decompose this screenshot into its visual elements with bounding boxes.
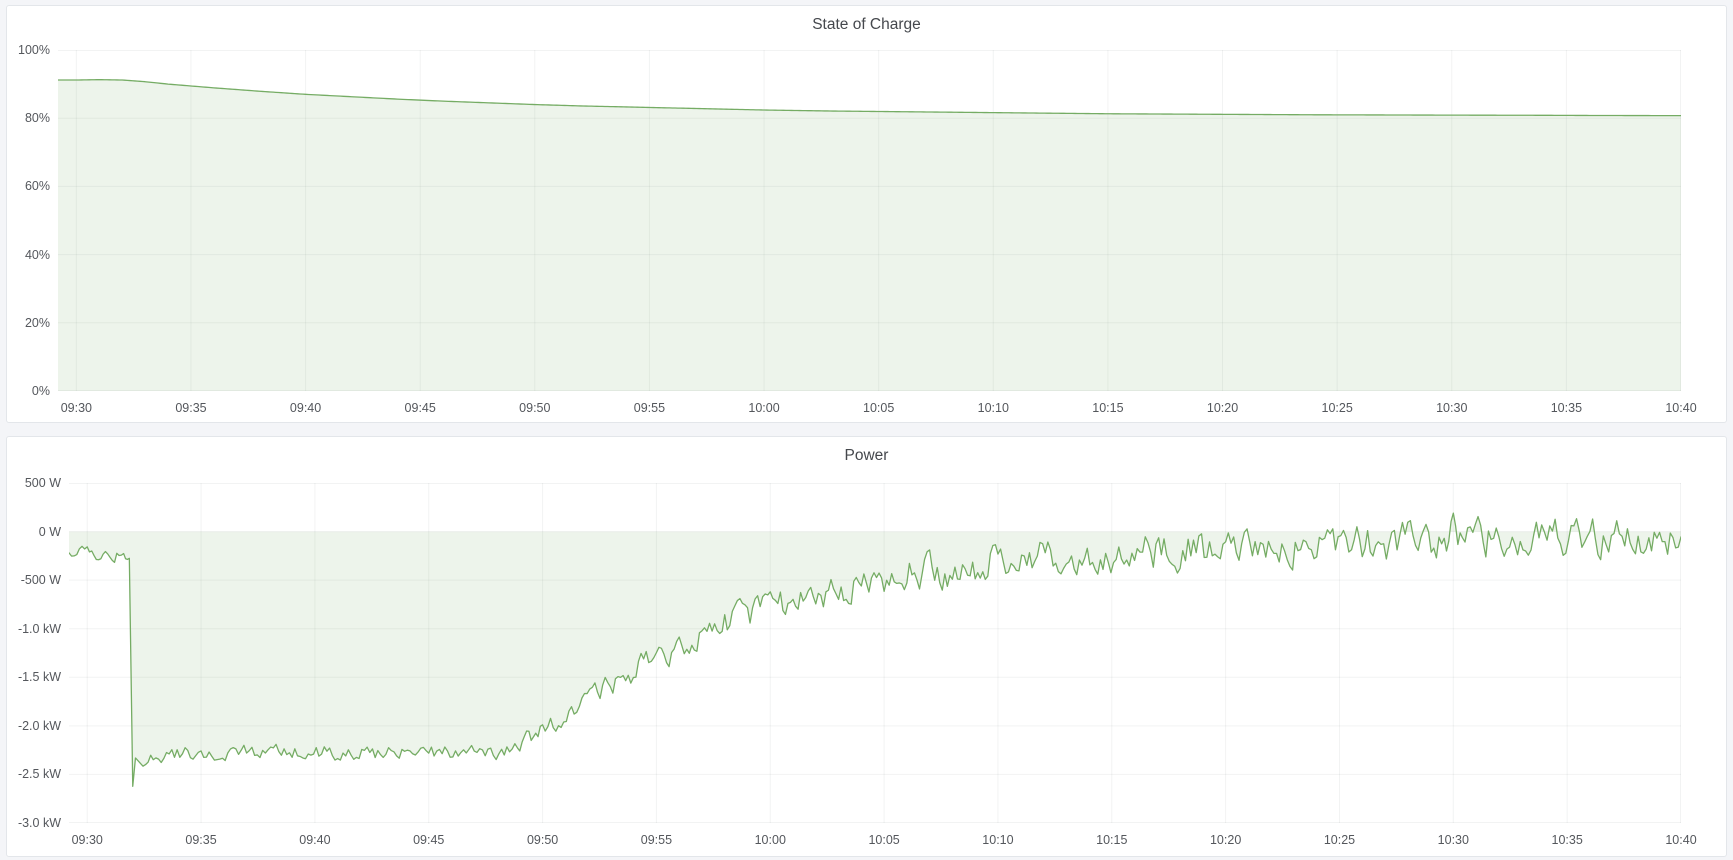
y-tick-label: -500 W xyxy=(20,573,61,588)
y-tick-label: 60% xyxy=(24,179,50,194)
x-tick-label: 09:50 xyxy=(526,833,559,847)
x-tick-label: 09:40 xyxy=(289,401,322,415)
x-tick-label: 10:25 xyxy=(1321,401,1353,415)
x-tick-label: 09:55 xyxy=(633,401,666,415)
y-tick-label: -3.0 kW xyxy=(17,816,61,830)
x-tick-label: 10:40 xyxy=(1665,833,1697,847)
x-tick-label: 09:50 xyxy=(519,401,551,415)
x-tick-label: 09:30 xyxy=(60,401,92,415)
x-tick-label: 10:00 xyxy=(748,401,780,415)
x-tick-label: 09:30 xyxy=(71,833,103,847)
soc-panel: State of Charge 100% 80% 60% 40% 20% 0% 09:30 0… xyxy=(6,5,1727,423)
series-area-fill xyxy=(69,513,1681,787)
state-of-charge-plot[interactable] xyxy=(58,50,1681,391)
x-tick-label: 09:40 xyxy=(299,833,331,847)
x-tick-label: 10:35 xyxy=(1550,401,1583,415)
y-tick-label: -2.0 kW xyxy=(17,718,61,733)
x-tick-label: 10:25 xyxy=(1323,833,1356,847)
soc-chart-canvas[interactable]: 100% 80% 60% 40% 20% 0% 09:30 09:35 09:40 09:45 09… xyxy=(7,6,1726,422)
soc-panel-title[interactable]: State of Charge xyxy=(812,16,921,33)
y-tick-label: -1.0 kW xyxy=(17,621,61,636)
x-tick-label: 09:35 xyxy=(175,401,207,415)
x-tick-label: 10:05 xyxy=(868,833,900,847)
y-tick-label: -2.5 kW xyxy=(17,767,61,782)
x-tick-label: 10:15 xyxy=(1092,401,1124,415)
x-tick-label: 10:20 xyxy=(1206,401,1239,415)
x-tick-label: 10:20 xyxy=(1209,833,1242,847)
x-tick-label: 10:35 xyxy=(1551,833,1583,847)
x-tick-label: 10:00 xyxy=(754,833,786,847)
power-panel: Power 500 W 0 W -500 W -1.0 kW -1.5 kW -2.0 k… xyxy=(6,436,1727,857)
y-tick-label: -1.5 kW xyxy=(17,670,61,685)
x-tick-label: 10:30 xyxy=(1436,401,1468,415)
x-tick-label: 10:10 xyxy=(977,401,1009,415)
y-tick-label: 40% xyxy=(24,247,50,262)
x-tick-label: 09:45 xyxy=(413,833,445,847)
x-tick-label: 09:45 xyxy=(404,401,436,415)
y-tick-label: 0% xyxy=(31,384,50,398)
power-chart-canvas[interactable]: 500 W 0 W -500 W -1.0 kW -1.5 kW -2.0 kW -2.5 … xyxy=(7,437,1726,856)
y-tick-label: 500 W xyxy=(24,476,61,490)
x-tick-label: 10:40 xyxy=(1665,401,1697,415)
x-tick-label: 10:10 xyxy=(982,833,1014,847)
series-area-fill xyxy=(58,79,1681,391)
x-tick-label: 09:55 xyxy=(640,833,673,847)
y-tick-label: 20% xyxy=(24,315,50,330)
series-line xyxy=(58,79,1681,117)
y-tick-label: 0 W xyxy=(38,524,61,539)
x-tick-label: 10:15 xyxy=(1096,833,1128,847)
x-tick-label: 10:30 xyxy=(1437,833,1469,847)
y-tick-label: 100% xyxy=(18,43,50,57)
x-tick-label: 10:05 xyxy=(863,401,895,415)
series-line xyxy=(69,512,1681,787)
power-panel-title[interactable]: Power xyxy=(844,447,889,464)
x-tick-label: 09:35 xyxy=(185,833,217,847)
y-tick-label: 80% xyxy=(24,111,50,126)
power-plot[interactable] xyxy=(69,483,1681,823)
